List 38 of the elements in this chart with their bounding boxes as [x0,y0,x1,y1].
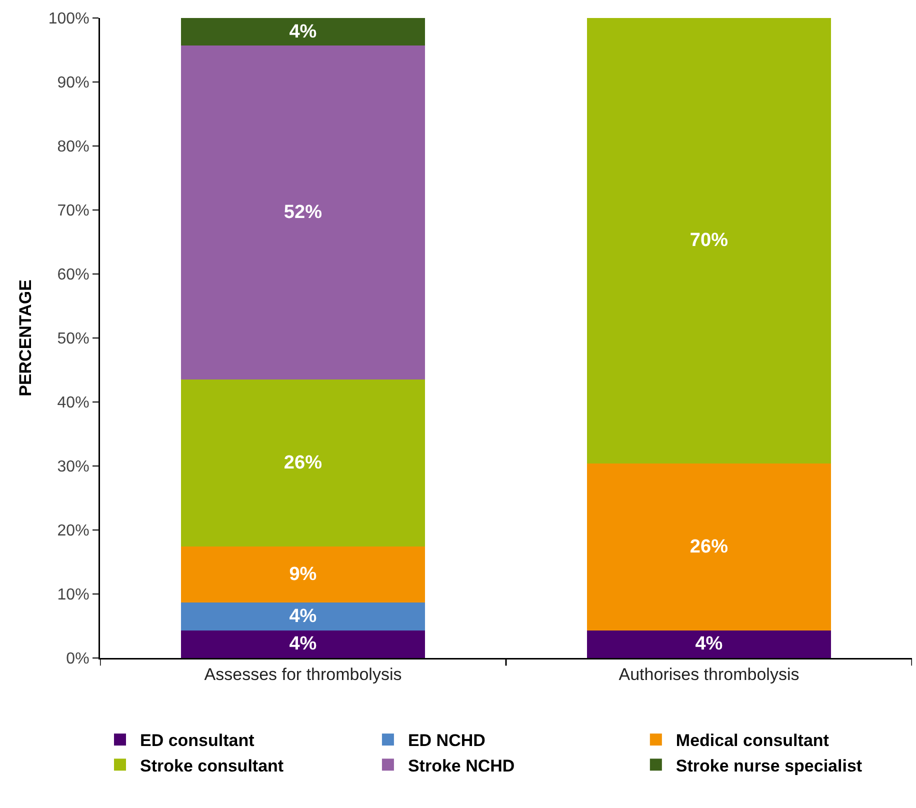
y-tick-label: 40% [57,394,90,412]
bar [181,380,425,547]
y-tick-label: 70% [57,202,90,220]
y-axis-title: PERCENTAGE [16,280,36,396]
data-label: 9% [289,564,317,585]
legend-label: Stroke nurse specialist [676,756,862,776]
bar [181,630,425,658]
y-tick-label: 80% [57,138,90,156]
legend-label: Stroke NCHD [408,756,515,776]
data-label: 26% [690,536,728,558]
bar [587,18,831,464]
bar [587,463,831,630]
y-tick-label: 10% [57,586,90,604]
data-label: 4% [695,634,723,655]
legend-label: ED consultant [140,731,255,750]
data-label: 4% [289,21,317,42]
data-label: 4% [289,634,317,655]
data-label: 70% [690,230,728,252]
bar [181,46,425,380]
y-tick-label: 20% [57,522,90,540]
y-tick-label: 60% [57,266,90,284]
data-label: 4% [289,606,317,627]
data-label: 52% [284,202,322,224]
bar [587,630,831,658]
y-tick-label: 90% [57,74,90,92]
y-tick-label: 50% [57,330,90,348]
y-tick-label: 30% [57,458,90,476]
y-tick-label: 0% [66,650,90,668]
bar [181,546,425,602]
bar [181,18,425,46]
y-tick-label: 100% [48,10,90,28]
legend-label: ED NCHD [408,731,486,750]
x-tick-label: Authorises thrombolysis [618,664,800,684]
legend-label: Stroke consultant [140,756,284,776]
data-label: 26% [284,452,322,474]
x-tick-label: Assesses for thrombolysis [204,664,402,684]
legend-label: Medical consultant [676,731,830,750]
bar [181,602,425,630]
